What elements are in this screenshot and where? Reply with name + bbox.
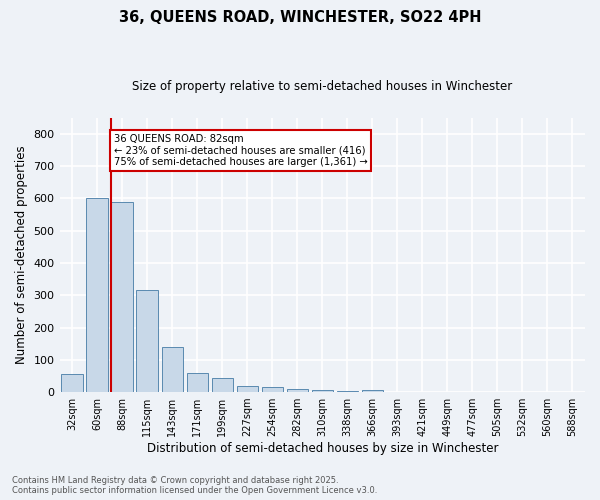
Text: 36, QUEENS ROAD, WINCHESTER, SO22 4PH: 36, QUEENS ROAD, WINCHESTER, SO22 4PH bbox=[119, 10, 481, 25]
X-axis label: Distribution of semi-detached houses by size in Winchester: Distribution of semi-detached houses by … bbox=[146, 442, 498, 455]
Text: Contains HM Land Registry data © Crown copyright and database right 2025.
Contai: Contains HM Land Registry data © Crown c… bbox=[12, 476, 377, 495]
Bar bbox=[112, 202, 133, 392]
Bar bbox=[136, 290, 158, 392]
Bar bbox=[161, 347, 183, 392]
Bar bbox=[362, 390, 383, 392]
Bar bbox=[337, 391, 358, 392]
Bar bbox=[86, 198, 108, 392]
Bar bbox=[287, 389, 308, 392]
Bar bbox=[311, 390, 333, 392]
Y-axis label: Number of semi-detached properties: Number of semi-detached properties bbox=[15, 146, 28, 364]
Bar bbox=[61, 374, 83, 392]
Bar bbox=[262, 387, 283, 392]
Bar bbox=[212, 378, 233, 392]
Text: 36 QUEENS ROAD: 82sqm
← 23% of semi-detached houses are smaller (416)
75% of sem: 36 QUEENS ROAD: 82sqm ← 23% of semi-deta… bbox=[114, 134, 368, 167]
Title: Size of property relative to semi-detached houses in Winchester: Size of property relative to semi-detach… bbox=[132, 80, 512, 93]
Bar bbox=[187, 372, 208, 392]
Bar bbox=[236, 386, 258, 392]
